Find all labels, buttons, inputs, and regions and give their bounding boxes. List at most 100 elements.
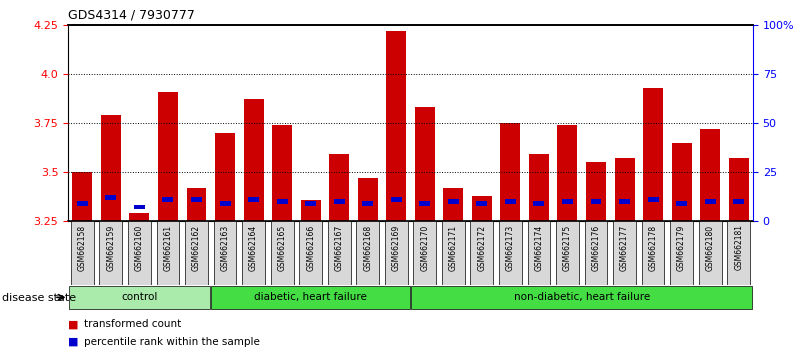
Text: GSM662179: GSM662179 <box>677 224 686 271</box>
Bar <box>101 115 121 221</box>
Bar <box>472 196 492 221</box>
Text: GSM662174: GSM662174 <box>534 224 543 271</box>
Bar <box>391 197 402 202</box>
Text: GSM662165: GSM662165 <box>278 224 287 271</box>
Bar <box>106 195 116 200</box>
Bar <box>729 158 749 221</box>
Bar <box>448 199 459 204</box>
Text: control: control <box>121 292 158 302</box>
FancyBboxPatch shape <box>185 221 208 285</box>
FancyBboxPatch shape <box>69 286 210 308</box>
Bar <box>77 201 88 206</box>
Text: ■: ■ <box>68 319 78 329</box>
FancyBboxPatch shape <box>214 221 236 285</box>
Text: disease state: disease state <box>2 293 76 303</box>
Bar <box>163 197 174 202</box>
FancyBboxPatch shape <box>528 221 550 285</box>
Text: transformed count: transformed count <box>84 319 181 329</box>
Text: GSM662180: GSM662180 <box>706 224 714 270</box>
Text: GSM662171: GSM662171 <box>449 224 458 270</box>
Text: GSM662173: GSM662173 <box>506 224 515 271</box>
Bar <box>676 201 687 206</box>
Text: GSM662166: GSM662166 <box>306 224 315 271</box>
FancyBboxPatch shape <box>585 221 607 285</box>
Bar <box>505 199 516 204</box>
Bar <box>501 123 521 221</box>
Bar <box>386 31 406 221</box>
FancyBboxPatch shape <box>613 221 636 285</box>
Bar <box>300 200 320 221</box>
Bar <box>358 178 378 221</box>
Bar <box>614 158 634 221</box>
FancyBboxPatch shape <box>271 221 293 285</box>
Text: percentile rank within the sample: percentile rank within the sample <box>84 337 260 347</box>
Bar <box>419 201 430 206</box>
FancyBboxPatch shape <box>442 221 465 285</box>
Bar <box>415 107 435 221</box>
Bar <box>191 197 202 202</box>
Bar <box>215 133 235 221</box>
FancyBboxPatch shape <box>71 221 94 285</box>
Bar <box>248 197 259 202</box>
FancyBboxPatch shape <box>413 221 437 285</box>
Bar <box>562 199 573 204</box>
Bar <box>362 201 373 206</box>
Text: GSM662167: GSM662167 <box>335 224 344 271</box>
FancyBboxPatch shape <box>99 221 123 285</box>
Bar <box>219 201 231 206</box>
FancyBboxPatch shape <box>499 221 521 285</box>
FancyBboxPatch shape <box>384 221 408 285</box>
Bar <box>705 199 715 204</box>
Text: GSM662169: GSM662169 <box>392 224 400 271</box>
Bar <box>700 129 720 221</box>
Bar <box>334 199 344 204</box>
FancyBboxPatch shape <box>470 221 493 285</box>
Text: GSM662176: GSM662176 <box>591 224 601 271</box>
Bar <box>647 197 658 202</box>
Text: ■: ■ <box>68 337 78 347</box>
Text: GSM662168: GSM662168 <box>363 224 372 270</box>
FancyBboxPatch shape <box>356 221 379 285</box>
Bar <box>586 162 606 221</box>
FancyBboxPatch shape <box>242 221 265 285</box>
FancyBboxPatch shape <box>328 221 351 285</box>
Text: GDS4314 / 7930777: GDS4314 / 7930777 <box>68 9 195 22</box>
Bar <box>671 143 691 221</box>
Text: GSM662164: GSM662164 <box>249 224 258 271</box>
Text: GSM662175: GSM662175 <box>563 224 572 271</box>
FancyBboxPatch shape <box>156 221 179 285</box>
Bar <box>72 172 92 221</box>
FancyBboxPatch shape <box>556 221 579 285</box>
FancyBboxPatch shape <box>300 221 322 285</box>
Bar <box>533 201 545 206</box>
Text: GSM662178: GSM662178 <box>649 224 658 270</box>
Text: GSM662162: GSM662162 <box>192 224 201 270</box>
Bar <box>443 188 463 221</box>
Text: non-diabetic, heart failure: non-diabetic, heart failure <box>513 292 650 302</box>
Bar <box>187 188 207 221</box>
FancyBboxPatch shape <box>642 221 665 285</box>
Text: diabetic, heart failure: diabetic, heart failure <box>254 292 367 302</box>
Text: GSM662170: GSM662170 <box>421 224 429 271</box>
Bar <box>130 213 150 221</box>
Bar <box>329 154 349 221</box>
FancyBboxPatch shape <box>670 221 693 285</box>
FancyBboxPatch shape <box>411 286 752 308</box>
Bar <box>733 199 744 204</box>
FancyBboxPatch shape <box>211 286 410 308</box>
Bar <box>158 92 178 221</box>
FancyBboxPatch shape <box>698 221 722 285</box>
Bar <box>619 199 630 204</box>
Bar <box>590 199 602 204</box>
Bar <box>272 125 292 221</box>
Text: GSM662161: GSM662161 <box>163 224 172 270</box>
Text: GSM662172: GSM662172 <box>477 224 486 270</box>
Text: GSM662159: GSM662159 <box>107 224 115 271</box>
FancyBboxPatch shape <box>727 221 750 285</box>
Bar <box>529 154 549 221</box>
Text: GSM662158: GSM662158 <box>78 224 87 270</box>
Bar <box>643 88 663 221</box>
Text: GSM662177: GSM662177 <box>620 224 629 271</box>
Text: GSM662163: GSM662163 <box>220 224 230 271</box>
Text: GSM662160: GSM662160 <box>135 224 144 271</box>
